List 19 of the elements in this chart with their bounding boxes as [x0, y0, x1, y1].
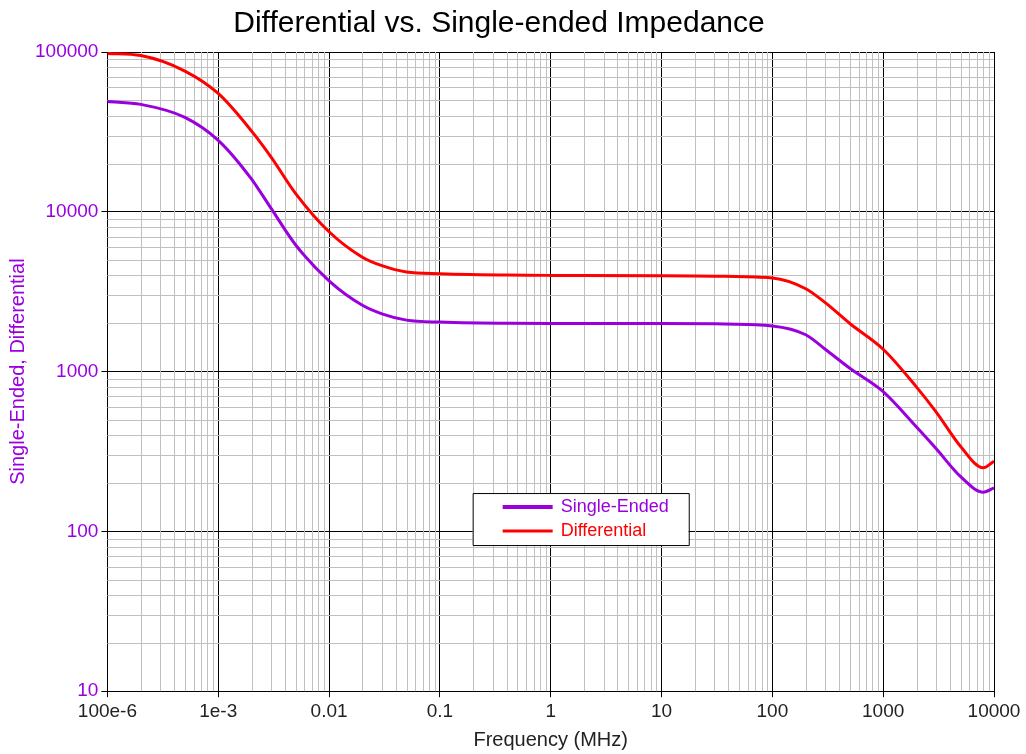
x-axis-title: Frequency (MHz): [473, 727, 628, 750]
y-tick-label: 1000: [56, 359, 99, 381]
x-tick-label: 0.01: [310, 699, 348, 721]
chart-title: Differential vs. Single-ended Impedance: [233, 5, 765, 39]
x-tick-label: 1: [545, 699, 556, 721]
x-tick-label: 1000: [862, 699, 905, 721]
x-tick-label: 10000: [967, 699, 1021, 721]
y-tick-label: 10000: [45, 200, 99, 222]
x-tick-label: 10: [650, 699, 673, 721]
y-tick-label: 10: [77, 679, 99, 701]
legend-label: Single-Ended: [560, 496, 669, 517]
legend-label: Differential: [560, 520, 647, 541]
x-tick-label: 100e-6: [77, 699, 137, 721]
x-tick-label: 1e-3: [199, 699, 238, 721]
x-tick-label: 0.1: [426, 699, 454, 721]
x-tick-label: 100: [756, 699, 789, 721]
y-tick-label: 100000: [35, 40, 99, 62]
y-axis-title: Single-Ended, Differential: [5, 258, 28, 485]
y-tick-label: 100: [66, 519, 99, 541]
